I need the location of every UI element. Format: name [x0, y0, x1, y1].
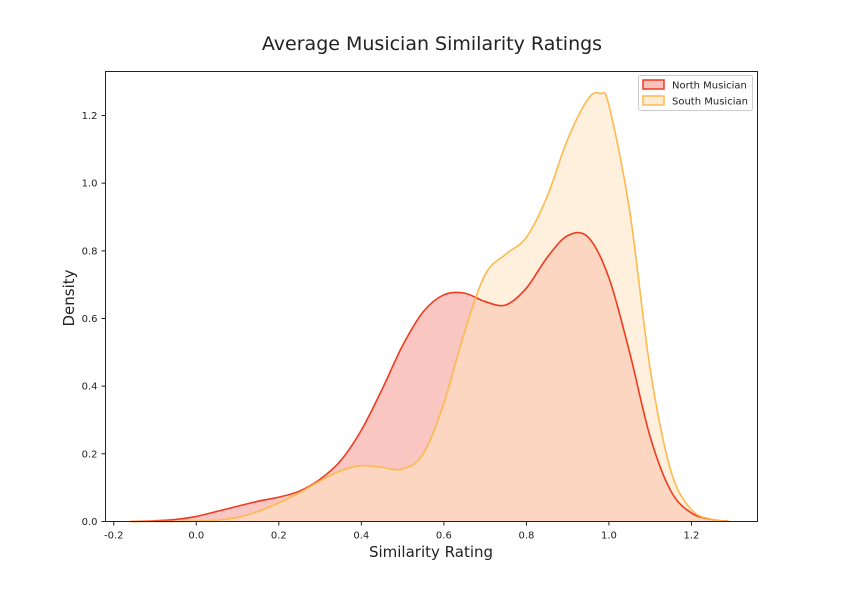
north-musician-legend-swatch	[642, 79, 665, 90]
y-axis-ticks: 0.0 0.2 0.4 0.6 0.8 1.0 1.2	[82, 111, 106, 528]
plot-layer	[130, 91, 729, 523]
y-tick-label: 0.0	[82, 517, 98, 528]
x-tick-label: 0.4	[353, 531, 369, 542]
y-tick-label: 1.0	[82, 179, 98, 190]
legend: North Musician South Musician	[638, 75, 753, 111]
x-tick-label: 0.6	[436, 531, 452, 542]
x-tick-label: 0.0	[188, 531, 204, 542]
south-musician-legend-label: South Musician	[672, 97, 748, 108]
y-tick-label: 1.2	[82, 111, 98, 122]
north-musician-line	[130, 231, 729, 523]
south-musician-line	[130, 91, 729, 523]
y-tick-label: 0.6	[82, 314, 98, 325]
south-musician-area	[130, 92, 729, 522]
y-axis-label: Density	[60, 269, 78, 326]
x-tick-label: 0.8	[518, 531, 534, 542]
plot-frame	[105, 71, 758, 522]
y-tick-label: 0.8	[82, 246, 98, 257]
south-musician-legend-swatch	[642, 95, 665, 106]
chart-title: Average Musician Similarity Ratings	[262, 33, 602, 55]
x-tick-label: 0.2	[271, 531, 287, 542]
x-tick-label: 1.2	[684, 531, 700, 542]
x-tick-label: 1.0	[601, 531, 617, 542]
x-axis-ticks: -0.2 0.0 0.2 0.4 0.6 0.8 1.0 1.2	[104, 521, 700, 542]
legend-items: North Musician South Musician	[642, 79, 748, 108]
y-tick-label: 0.4	[82, 382, 98, 393]
x-axis-label: Similarity Rating	[369, 543, 493, 561]
legend-box	[638, 75, 753, 111]
north-musician-legend-label: North Musician	[672, 81, 747, 92]
y-tick-label: 0.2	[82, 449, 98, 460]
x-tick-label: -0.2	[104, 531, 124, 542]
